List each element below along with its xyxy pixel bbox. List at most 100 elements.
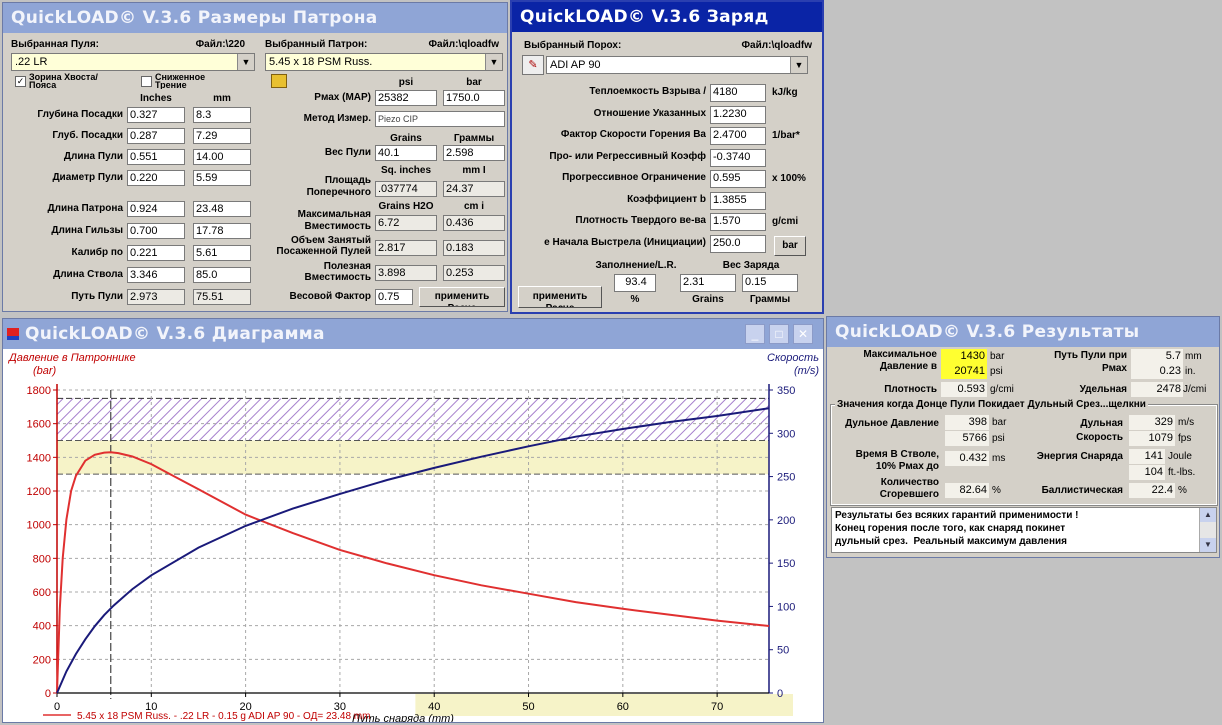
dimension-mm-field[interactable]: 14.00 (193, 149, 251, 165)
dimension-label: Глуб. Посадки (52, 130, 123, 141)
cartridge-file-label: Файл:\qloadfw (428, 39, 499, 50)
dimension-label: Длина Ствола (53, 269, 123, 280)
y-left-tick-label: 1800 (27, 385, 51, 397)
pmax-bar-field[interactable]: 1750.0 (443, 90, 505, 106)
dimension-inches-field[interactable]: 0.220 (127, 170, 185, 186)
dimension-mm-field[interactable]: 5.61 (193, 245, 251, 261)
dimension-mm-field[interactable]: 8.3 (193, 107, 251, 123)
path-mm-unit: mm (1185, 351, 1202, 362)
max-capacity-grains-field: 6.72 (375, 215, 437, 231)
pmax-psi-field[interactable]: 25382 (375, 90, 437, 106)
dimension-inches-field[interactable]: 0.327 (127, 107, 185, 123)
dimension-inches-field[interactable]: 0.287 (127, 128, 185, 144)
results-title[interactable]: QuickLOAD© V.3.6 Результаты (827, 317, 1219, 347)
powder-param-field[interactable]: 0.595 (710, 170, 766, 188)
cartridge-select[interactable]: 5.45 x 18 PSM Russ. ▼ (265, 53, 503, 71)
powder-param-field[interactable]: 2.4700 (710, 127, 766, 145)
legend-label: 5.45 x 18 PSM Russ. - .22 LR - 0.15 g AD… (77, 711, 370, 722)
chevron-down-icon[interactable]: ▼ (790, 57, 807, 73)
chevron-down-icon[interactable]: ▼ (485, 54, 502, 70)
diagram-title-bar[interactable]: QuickLOAD© V.3.6 Диаграмма (3, 319, 823, 349)
apply-button[interactable]: применить Расче (518, 286, 602, 308)
y-left-tick-label: 200 (33, 654, 51, 666)
message-box[interactable]: Результаты без всяких гарантий применимо… (831, 507, 1217, 553)
dimension-mm-field[interactable]: 17.78 (193, 223, 251, 239)
dimension-label: Длина Патрона (47, 203, 123, 214)
powder-param-field[interactable]: 1.3855 (710, 191, 766, 210)
cartridge-dimensions-window: QuickLOAD© V.3.6 Размеры Патрона Выбранн… (2, 2, 508, 312)
chart-svg: 0 10 20 30 40 50 60 700200400600800100012001400… (7, 352, 819, 722)
muzzle-velocity-ms-unit: m/s (1178, 417, 1195, 428)
y-right-tick-label: 300 (777, 428, 795, 440)
powder-param-field[interactable]: -0.3740 (710, 148, 766, 167)
velocity-series-line (56, 407, 770, 694)
bullet-weight-grams-field[interactable]: 2.598 (443, 145, 505, 161)
unit-psi: psi (398, 77, 414, 88)
close-icon[interactable]: ✕ (793, 324, 813, 344)
dimension-label: Путь Пули (71, 291, 123, 302)
dimensions-title[interactable]: QuickLOAD© V.3.6 Размеры Патрона (3, 3, 507, 33)
powder-select[interactable]: ADI AP 90 ▼ (546, 56, 808, 74)
weight-factor-field[interactable]: 0.75 (375, 289, 413, 305)
x-tick-label: 0 (54, 701, 60, 713)
powder-param-field[interactable]: 250.0 (710, 234, 766, 253)
y-right-tick-label: 350 (777, 385, 795, 397)
dimension-mm-field[interactable]: 5.59 (193, 170, 251, 186)
charge-grains-field[interactable]: 2.31 (680, 274, 736, 292)
y-left-tick-label: 800 (33, 553, 51, 565)
energy-joule-unit: Joule (1168, 451, 1192, 462)
maximize-icon[interactable]: □ (769, 324, 789, 344)
dimension-mm-field: 75.51 (193, 289, 251, 305)
energy-ftlbs: 104 (1129, 465, 1165, 480)
powder-select-label: Выбранный Порох: (524, 40, 622, 51)
burnt-label: Количество Сгоревшего (879, 477, 939, 500)
method-field[interactable]: Piezo CIP (375, 111, 505, 127)
checkbox-tail[interactable]: ✓ (15, 76, 26, 87)
area-label: Площадь Поперечного (306, 175, 371, 198)
unit-grains: Grains (390, 133, 422, 144)
checkbox-tail-label: Зорина Хвоста/Пояса (29, 73, 98, 89)
y-left-axis-unit: (bar) (33, 365, 57, 377)
dimension-inches-field[interactable]: 0.551 (127, 149, 185, 165)
message-text: Результаты без всяких гарантий применимо… (835, 510, 1079, 547)
cartridge-icon[interactable] (271, 74, 287, 88)
useful-capacity-label: Полезная Вместимость (304, 261, 371, 283)
dimension-inches-field[interactable]: 0.221 (127, 245, 185, 261)
bullet-weight-grains-field[interactable]: 40.1 (375, 145, 437, 161)
dimension-mm-field[interactable]: 7.29 (193, 128, 251, 144)
minimize-icon[interactable]: _ (745, 324, 765, 344)
max-pressure-label: Максимальное Давление в (863, 349, 937, 372)
dimension-inches-field[interactable]: 0.924 (127, 201, 185, 217)
dimension-inches-field[interactable]: 3.346 (127, 267, 185, 283)
bullet-select[interactable]: .22 LR ▼ (11, 53, 255, 71)
dimension-mm-field[interactable]: 85.0 (193, 267, 251, 283)
bullet-select-value: .22 LR (15, 56, 48, 68)
bar-unit-button[interactable]: bar (774, 236, 806, 256)
powder-param-field[interactable]: 1.570 (710, 213, 766, 231)
charge-title[interactable]: QuickLOAD© V.3.6 Заряд (512, 2, 822, 32)
powder-param-unit: 1/bar* (772, 130, 800, 141)
x-tick-label: 10 (145, 701, 157, 713)
charge-grams-field[interactable]: 0.15 (742, 274, 798, 292)
max-capacity-cm3-field: 0.436 (443, 215, 505, 231)
cartridge-select-label: Выбранный Патрон: (265, 39, 368, 50)
checkbox-friction[interactable] (141, 76, 152, 87)
max-pressure-bar: 1430 (941, 349, 987, 364)
powder-param-field[interactable]: 4180 (710, 84, 766, 102)
scroll-down-icon[interactable]: ▼ (1200, 538, 1216, 552)
scroll-up-icon[interactable]: ▲ (1200, 508, 1216, 522)
dimension-inches-field[interactable]: 0.700 (127, 223, 185, 239)
y-right-tick-label: 150 (777, 558, 795, 570)
muzzle-section-title[interactable]: Значения когда Донце Пули Покидает Дульн… (835, 399, 1148, 410)
y-left-tick-label: 0 (45, 688, 51, 700)
chevron-down-icon[interactable]: ▼ (237, 54, 254, 70)
useful-cm3-field: 0.253 (443, 265, 505, 281)
powder-icon[interactable]: ✎ (522, 55, 544, 75)
fill-ratio-field[interactable]: 93.4 (614, 274, 656, 292)
y-right-tick-label: 0 (777, 688, 783, 700)
apply-button[interactable]: применить Расче (419, 287, 505, 307)
muzzle-pressure-bar: 398 (945, 415, 989, 430)
dimension-mm-field[interactable]: 23.48 (193, 201, 251, 217)
powder-param-field[interactable]: 1.2230 (710, 105, 766, 124)
message-scrollbar[interactable]: ▲ ▼ (1199, 508, 1216, 552)
